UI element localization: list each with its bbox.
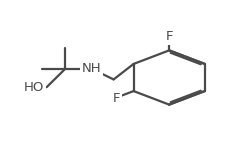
Text: NH: NH bbox=[82, 62, 101, 75]
Text: F: F bbox=[165, 30, 173, 43]
Text: HO: HO bbox=[24, 81, 44, 94]
Text: F: F bbox=[113, 92, 120, 105]
